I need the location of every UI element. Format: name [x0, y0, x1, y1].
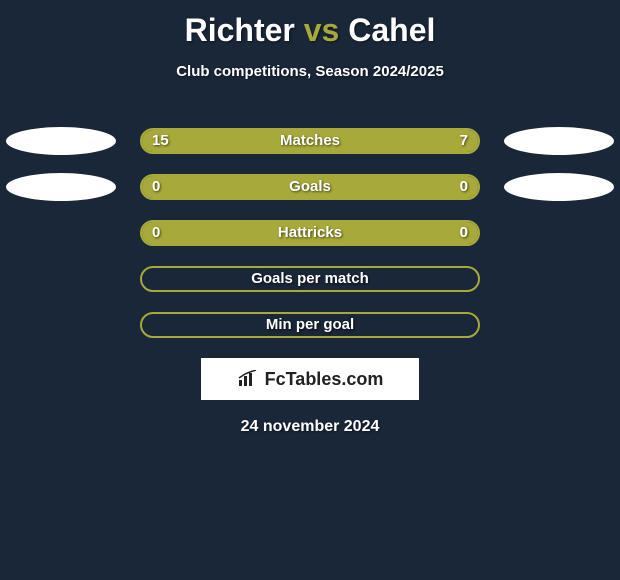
stat-bar: [140, 312, 480, 338]
bar-fill-right: [370, 130, 478, 152]
logo-text: FcTables.com: [265, 369, 384, 390]
date: 24 november 2024: [0, 418, 620, 436]
stats-rows: Matches157 Goals00 Hattricks00 Goals per ma…: [0, 128, 620, 338]
stat-row: Goals00: [0, 174, 620, 200]
stat-row: Min per goal: [0, 312, 620, 338]
stat-bar: [140, 128, 480, 154]
bar-fill-left: [142, 176, 478, 198]
stat-row: Hattricks00: [0, 220, 620, 246]
stat-row: Matches157: [0, 128, 620, 154]
pill-right: [504, 173, 614, 201]
bar-fill-left: [142, 130, 370, 152]
title-vs: vs: [304, 12, 340, 48]
pill-right: [504, 127, 614, 155]
pill-left: [6, 127, 116, 155]
stat-bar: [140, 174, 480, 200]
logo: FcTables.com: [237, 369, 384, 390]
pill-left: [6, 173, 116, 201]
page-title: Richter vs Cahel: [0, 0, 620, 49]
logo-box: FcTables.com: [201, 358, 419, 400]
bar-fill-left: [142, 222, 478, 244]
subtitle: Club competitions, Season 2024/2025: [0, 63, 620, 80]
title-player1: Richter: [185, 12, 295, 48]
stat-row: Goals per match: [0, 266, 620, 292]
stat-bar: [140, 220, 480, 246]
stat-bar: [140, 266, 480, 292]
chart-icon: [237, 370, 259, 388]
title-player2: Cahel: [348, 12, 435, 48]
